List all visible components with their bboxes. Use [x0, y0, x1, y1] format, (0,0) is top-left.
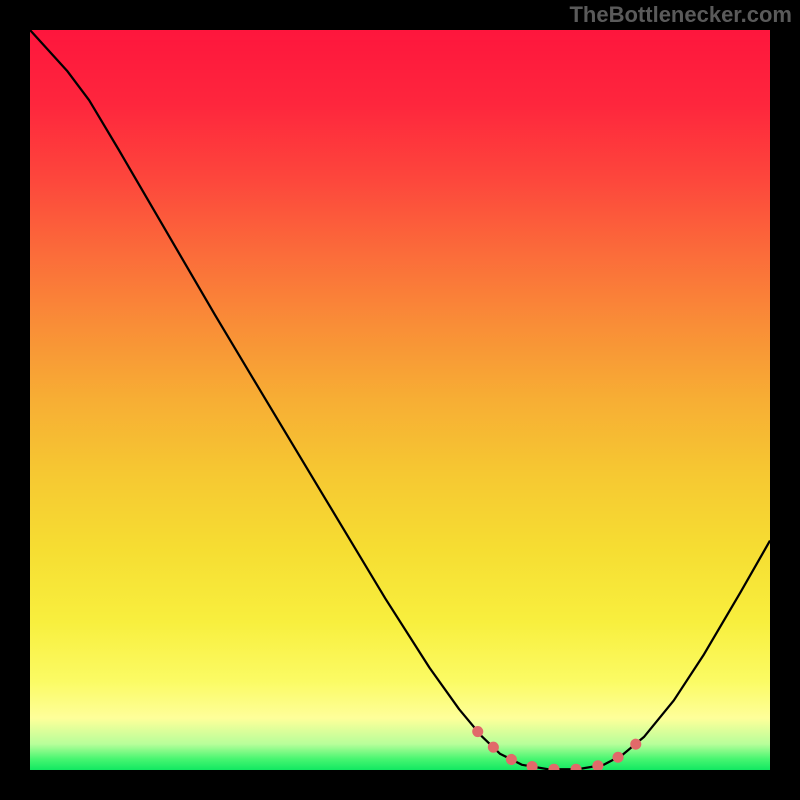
bottleneck-chart: [0, 0, 800, 800]
plot-background: [30, 30, 770, 770]
chart-container: TheBottlenecker.com: [0, 0, 800, 800]
watermark-text: TheBottlenecker.com: [569, 2, 792, 28]
